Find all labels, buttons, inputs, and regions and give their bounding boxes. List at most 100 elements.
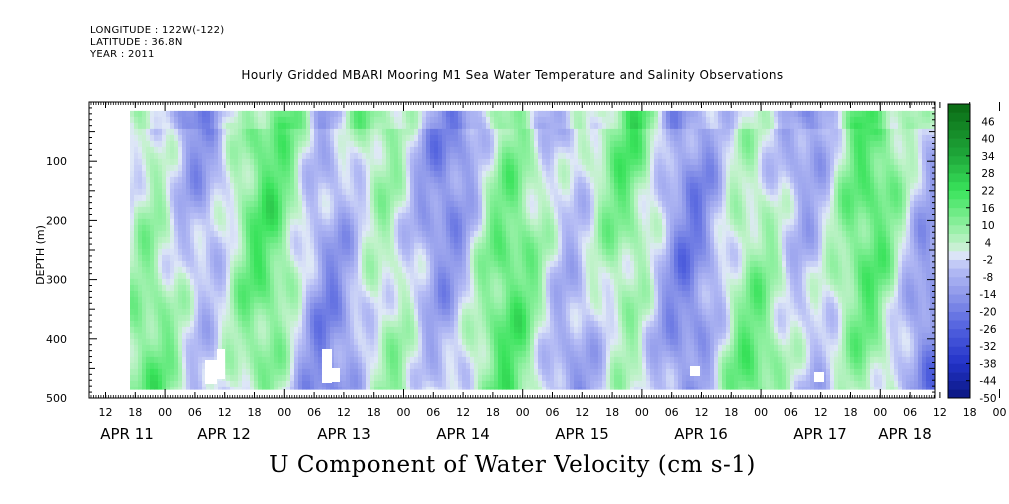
- heatmap-cell: [550, 314, 555, 322]
- heatmap-cell: [354, 230, 359, 238]
- heatmap-cell: [470, 116, 475, 124]
- heatmap-cell: [302, 338, 307, 346]
- heatmap-cell: [506, 332, 511, 340]
- heatmap-cell: [482, 134, 487, 142]
- heatmap-cell: [454, 380, 459, 388]
- heatmap-cell: [530, 236, 535, 244]
- heatmap-cell: [462, 314, 467, 322]
- heatmap-cell: [270, 362, 275, 370]
- heatmap-cell: [474, 374, 479, 382]
- heatmap-cell: [374, 188, 379, 196]
- heatmap-cell: [430, 110, 435, 118]
- heatmap-cell: [382, 110, 387, 118]
- heatmap-cell: [474, 344, 479, 352]
- heatmap-cell: [434, 116, 439, 124]
- heatmap-cell: [162, 386, 167, 390]
- heatmap-cell: [274, 182, 279, 190]
- heatmap-cell: [310, 182, 315, 190]
- heatmap-cell: [182, 254, 187, 262]
- heatmap-cell: [342, 350, 347, 358]
- heatmap-cell: [502, 188, 507, 196]
- heatmap-cell: [234, 326, 239, 334]
- heatmap-cell: [294, 362, 299, 370]
- heatmap-cell: [234, 200, 239, 208]
- heatmap-cell: [354, 272, 359, 280]
- heatmap-cell: [262, 134, 267, 142]
- heatmap-cell: [334, 188, 339, 196]
- heatmap-cell: [198, 170, 203, 178]
- heatmap-cell: [318, 260, 323, 268]
- heatmap-cell: [130, 206, 135, 214]
- heatmap-cell: [330, 278, 335, 286]
- heatmap-cell: [242, 116, 247, 124]
- heatmap-cell: [310, 290, 315, 298]
- heatmap-cell: [242, 158, 247, 166]
- heatmap-cell: [338, 368, 343, 376]
- heatmap-cell: [354, 140, 359, 148]
- heatmap-cell: [366, 218, 371, 226]
- heatmap-cell: [306, 206, 311, 214]
- heatmap-cell: [358, 170, 363, 178]
- heatmap-cell: [242, 386, 247, 390]
- heatmap-cell: [242, 200, 247, 208]
- heatmap-cell: [198, 386, 203, 390]
- heatmap-cell: [530, 212, 535, 220]
- heatmap-cell: [258, 284, 263, 292]
- heatmap-cell: [254, 212, 259, 220]
- heatmap-cell: [470, 110, 475, 118]
- heatmap-cell: [466, 272, 471, 280]
- heatmap-cell: [346, 188, 351, 196]
- heatmap-cell: [202, 332, 207, 340]
- heatmap-cell: [166, 380, 171, 388]
- heatmap-cell: [170, 164, 175, 172]
- heatmap-cell: [306, 158, 311, 166]
- heatmap-cell: [358, 200, 363, 208]
- heatmap-cell: [494, 284, 499, 292]
- heatmap-cell: [546, 272, 551, 280]
- heatmap-cell: [386, 344, 391, 352]
- heatmap-cell: [546, 164, 551, 172]
- heatmap-cell: [314, 164, 319, 172]
- heatmap-cell: [270, 308, 275, 316]
- heatmap-cell: [162, 308, 167, 316]
- heatmap-cell: [134, 356, 139, 364]
- heatmap-cell: [158, 152, 163, 160]
- heatmap-cell: [270, 386, 275, 390]
- heatmap-cell: [274, 206, 279, 214]
- heatmap-cell: [430, 194, 435, 202]
- heatmap-cell: [350, 134, 355, 142]
- heatmap-cell: [522, 182, 527, 190]
- heatmap-cell: [174, 116, 179, 124]
- heatmap-cell: [206, 308, 211, 316]
- heatmap-cell: [334, 338, 339, 346]
- heatmap-cell: [358, 164, 363, 172]
- heatmap-cell: [310, 266, 315, 274]
- heatmap-cell: [318, 326, 323, 334]
- heatmap-cell: [230, 284, 235, 292]
- heatmap-cell: [346, 344, 351, 352]
- heatmap-cell: [286, 266, 291, 274]
- heatmap-cell: [486, 290, 491, 298]
- heatmap-cell: [482, 206, 487, 214]
- heatmap-cell: [546, 182, 551, 190]
- heatmap-cell: [334, 386, 339, 390]
- heatmap-cell: [450, 188, 455, 196]
- heatmap-cell: [254, 374, 259, 382]
- heatmap-cell: [538, 368, 543, 376]
- heatmap-cell: [366, 332, 371, 340]
- heatmap-cell: [390, 254, 395, 262]
- heatmap-cell: [522, 158, 527, 166]
- heatmap-cell: [438, 278, 443, 286]
- heatmap-cell: [246, 266, 251, 274]
- heatmap-cell: [210, 290, 215, 298]
- heatmap-cell: [430, 122, 435, 130]
- heatmap-cell: [306, 380, 311, 388]
- heatmap-cell: [530, 224, 535, 232]
- heatmap-cell: [518, 242, 523, 250]
- heatmap-cell: [334, 236, 339, 244]
- heatmap-cell: [534, 122, 539, 130]
- heatmap-cell: [162, 326, 167, 334]
- heatmap-cell: [302, 266, 307, 274]
- heatmap-cell: [290, 236, 295, 244]
- heatmap-cell: [254, 248, 259, 256]
